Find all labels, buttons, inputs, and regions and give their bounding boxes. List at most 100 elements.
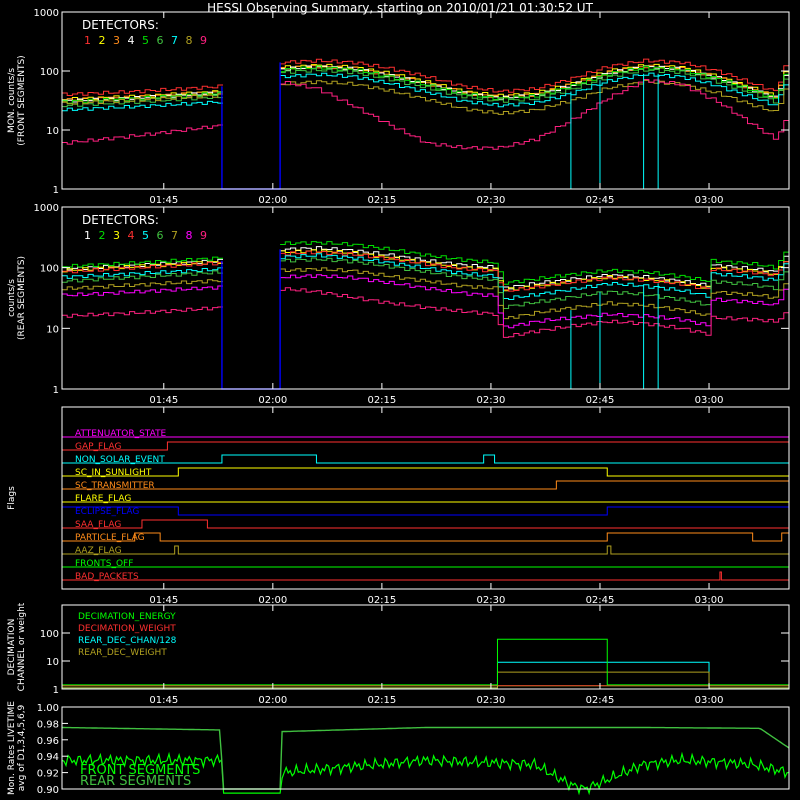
x-tick-label: 03:00 <box>695 395 724 406</box>
series-5-line <box>62 253 790 300</box>
decimation-legend-entry: DECIMATION_ENERGY <box>78 612 176 622</box>
x-tick-label: 02:15 <box>367 195 396 206</box>
y-tick-label: 100 <box>40 264 59 275</box>
flag-label: ATTENUATOR_STATE <box>75 429 167 439</box>
flag-eclipse_flag-line <box>61 506 790 516</box>
y-tick-label: 10 <box>46 126 59 137</box>
flags-frame <box>61 406 790 590</box>
flag-label: SC_TRANSMITTER <box>75 481 155 491</box>
y-axis-label: counts/s <box>7 279 17 317</box>
livetime-rear-segments-line <box>62 726 790 790</box>
legend-entry: 4 <box>128 34 135 47</box>
series-6-line <box>62 257 790 309</box>
flag-label: BAD_PACKETS <box>75 572 139 582</box>
legend-entry: 5 <box>142 229 149 242</box>
legend-entry: 6 <box>157 229 164 242</box>
flag-label: SAA_FLAG <box>75 520 121 530</box>
y-tick-label: 1 <box>53 185 59 196</box>
y-tick-label: 100 <box>40 629 59 640</box>
front-frame <box>61 11 790 190</box>
flag-saa_flag-line <box>62 519 789 529</box>
legend-title: DETECTORS: <box>82 18 159 32</box>
y-tick-label: 1000 <box>34 8 59 19</box>
y-tick-label: 1000 <box>34 203 59 214</box>
decimation-2-line <box>62 661 789 689</box>
y-tick-label: 0.94 <box>37 752 59 763</box>
y-tick-label: 1.00 <box>37 703 59 714</box>
x-tick-label: 02:00 <box>258 695 287 706</box>
livetime-front-segments-line <box>61 751 790 796</box>
x-tick-label: 02:45 <box>586 395 615 406</box>
y-axis-label: (REAR SEGMENTS) <box>17 256 27 340</box>
flag-label: FLARE_FLAG <box>75 494 131 504</box>
y-axis-label: Flags <box>7 486 17 510</box>
flag-gap_flag-line <box>62 441 790 451</box>
series-4-line <box>62 250 790 292</box>
y-axis-label: avg of D1,3,4,5,6,9 <box>17 704 27 791</box>
series-2-line <box>62 241 790 285</box>
series-8-line <box>62 274 790 329</box>
x-tick-label: 02:15 <box>367 395 396 406</box>
data-gap-line <box>221 62 281 190</box>
decimation-frame <box>61 604 790 690</box>
x-tick-label: 02:00 <box>258 595 287 606</box>
flag-label: NON_SOLAR_EVENT <box>75 455 165 465</box>
series-1-line <box>62 53 790 96</box>
x-tick-label: 03:00 <box>695 195 724 206</box>
x-tick-label: 01:45 <box>149 595 178 606</box>
flag-label: SC_IN_SUNLIGHT <box>75 468 152 478</box>
legend-entry: 6 <box>157 34 164 47</box>
flag-label: FRONTS_OFF <box>75 559 133 569</box>
flag-label: AAZ_FLAG <box>75 546 122 556</box>
detector-dropout-line <box>643 283 659 390</box>
y-axis-label: Mon. Rates LIVETIME <box>7 701 17 795</box>
legend-entry: 7 <box>171 34 178 47</box>
legend-entry: 2 <box>99 229 106 242</box>
livetime-legend-entry: FRONT SEGMENTS <box>80 763 200 778</box>
x-tick-label: 02:30 <box>477 195 506 206</box>
data-gap-line <box>221 249 281 390</box>
flag-label: PARTICLE_FLAG <box>75 533 145 543</box>
legend-entry: 3 <box>113 229 120 242</box>
x-tick-label: 01:45 <box>149 395 178 406</box>
rear-frame <box>61 206 790 390</box>
flag-non_solar_event-line <box>62 454 789 464</box>
x-tick-label: 02:45 <box>586 195 615 206</box>
legend-entry: 5 <box>142 34 149 47</box>
legend-entry: 8 <box>186 34 193 47</box>
decimation-3-line <box>62 671 789 689</box>
legend-entry: 8 <box>186 229 193 242</box>
detector-dropout-line <box>643 73 659 190</box>
legend-entry: 1 <box>84 229 91 242</box>
y-axis-label: CHANNEL or weight <box>17 602 27 691</box>
y-tick-label: 0.92 <box>37 769 59 780</box>
x-tick-label: 01:45 <box>149 695 178 706</box>
flag-bad_packets-line <box>62 571 789 581</box>
decimation-energy-box <box>62 638 789 686</box>
flag-sc_in_sunlight-line <box>62 467 789 477</box>
flag-label: GAP_FLAG <box>75 442 121 452</box>
y-axis-label: DECIMATION <box>7 619 17 676</box>
legend-title: DETECTORS: <box>82 213 159 227</box>
x-tick-label: 02:30 <box>477 595 506 606</box>
y-tick-label: 10 <box>46 324 59 335</box>
y-tick-label: 1 <box>53 685 59 696</box>
legend-entry: 7 <box>171 229 178 242</box>
flag-label: ECLIPSE_FLAG <box>75 507 139 517</box>
x-tick-label: 02:45 <box>586 595 615 606</box>
decimation-legend-entry: REAR_DEC_CHAN/128 <box>78 636 177 646</box>
y-tick-label: 0.96 <box>37 736 59 747</box>
livetime-legend-entry: REAR SEGMENTS <box>80 774 191 789</box>
series-9-line <box>62 79 790 150</box>
legend-entry: 2 <box>99 34 106 47</box>
flag-aaz_flag-line <box>62 545 789 555</box>
x-tick-label: 02:00 <box>258 195 287 206</box>
x-tick-label: 02:00 <box>258 395 287 406</box>
legend-entry: 9 <box>200 34 207 47</box>
series-8-line <box>62 75 790 115</box>
x-tick-label: 02:30 <box>477 395 506 406</box>
livetime-frame <box>61 706 790 790</box>
x-tick-label: 03:00 <box>695 595 724 606</box>
decimation-legend-entry: REAR_DEC_WEIGHT <box>78 648 167 658</box>
